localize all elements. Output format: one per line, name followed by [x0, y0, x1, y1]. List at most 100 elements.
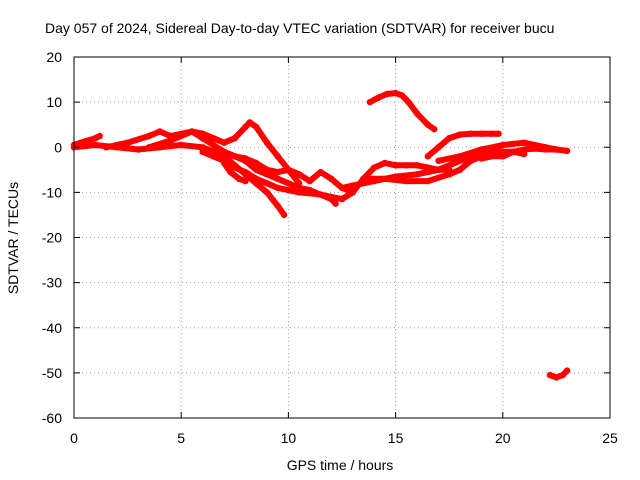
data-point — [263, 180, 271, 187]
data-point — [456, 153, 464, 160]
data-point — [96, 132, 103, 140]
data-point — [274, 153, 281, 160]
data-point — [274, 168, 281, 176]
data-point — [220, 159, 228, 167]
data-point — [435, 166, 442, 173]
data-point — [274, 184, 281, 192]
data-point — [231, 164, 238, 171]
data-point — [124, 139, 131, 146]
data-point — [306, 177, 313, 185]
data-point — [349, 189, 356, 196]
data-point — [328, 195, 335, 203]
data-point — [371, 164, 378, 171]
data-point — [510, 148, 517, 155]
data-point — [156, 128, 163, 135]
data-point — [413, 110, 421, 117]
data-point — [456, 166, 464, 173]
y-tick-label: 10 — [46, 94, 62, 110]
data-point — [413, 171, 421, 178]
data-point — [242, 157, 249, 164]
series-track-14 — [478, 145, 571, 162]
data-point — [253, 175, 260, 182]
y-tick-label: -50 — [42, 365, 62, 381]
data-point — [285, 180, 292, 187]
data-point — [210, 141, 217, 149]
data-point — [338, 184, 346, 192]
series-track-7 — [220, 159, 249, 185]
series-track-12 — [424, 130, 502, 160]
data-point — [488, 153, 496, 160]
data-point — [553, 374, 560, 381]
data-point — [199, 144, 206, 151]
data-point — [435, 157, 442, 164]
data-point — [220, 139, 228, 146]
data-point — [306, 186, 313, 194]
x-tick-label: 25 — [602, 430, 618, 446]
data-point — [424, 153, 431, 160]
data-point — [553, 146, 560, 153]
x-tick-label: 10 — [281, 430, 297, 446]
data-point — [478, 155, 485, 162]
data-point — [227, 168, 234, 176]
data-point — [366, 98, 374, 106]
data-point — [328, 175, 335, 182]
data-point — [531, 145, 539, 152]
y-tick-label: -20 — [42, 230, 62, 246]
data-point — [467, 157, 474, 164]
data-point — [103, 144, 110, 151]
data-point — [242, 168, 249, 176]
data-point — [392, 89, 399, 97]
x-tick-label: 20 — [495, 430, 511, 446]
data-point — [235, 175, 243, 182]
x-axis-title: GPS time / hours — [287, 457, 394, 473]
series-line — [221, 160, 249, 185]
data-point — [499, 141, 506, 149]
data-point — [332, 200, 339, 207]
data-point — [167, 137, 174, 144]
y-axis: -60 -50 -40 -30 -20 -10 0 10 20 — [42, 49, 610, 426]
data-point — [210, 148, 217, 155]
data-point — [542, 146, 549, 153]
data-point — [521, 139, 528, 146]
data-point — [383, 90, 391, 98]
y-tick-label: -30 — [42, 275, 62, 291]
data-point — [178, 141, 185, 149]
data-point — [285, 166, 292, 173]
data-point — [274, 175, 281, 182]
data-point — [478, 130, 485, 137]
data-point — [210, 135, 217, 142]
x-tick-label: 0 — [70, 430, 78, 446]
grid-lines — [74, 57, 610, 418]
data-point — [405, 98, 412, 106]
data-point — [338, 195, 346, 203]
x-axis: 0 5 10 15 20 25 — [70, 57, 618, 446]
data-point — [253, 123, 260, 131]
series-track-6 — [210, 148, 339, 207]
data-point — [446, 171, 453, 178]
data-point — [521, 146, 528, 153]
y-tick-label: -40 — [42, 320, 62, 336]
y-tick-label: 20 — [46, 49, 62, 65]
y-tick-label: -10 — [42, 184, 62, 200]
data-point — [424, 121, 431, 128]
data-point — [499, 153, 506, 160]
data-point — [242, 177, 249, 185]
data-point — [424, 177, 431, 185]
data-point — [446, 135, 453, 142]
data-point — [263, 171, 271, 178]
data-point — [563, 147, 571, 155]
data-point — [546, 371, 554, 379]
y-axis-title: SDTVAR / TECUs — [5, 182, 21, 294]
series-track-15 — [546, 367, 571, 381]
data-point — [280, 211, 288, 219]
data-point — [360, 175, 367, 182]
data-point — [431, 126, 438, 133]
data-point — [92, 141, 99, 149]
data-point — [145, 144, 153, 151]
chart-title: Day 057 of 2024, Sidereal Day-to-day VTE… — [45, 20, 554, 36]
data-point — [285, 186, 292, 194]
data-point — [488, 130, 496, 137]
data-point — [295, 171, 303, 178]
data-point — [403, 162, 410, 169]
